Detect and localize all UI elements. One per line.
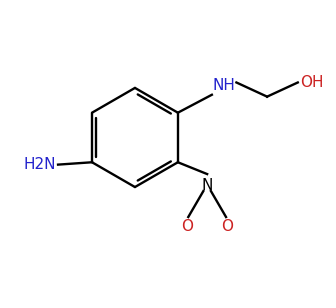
Text: O: O	[181, 219, 193, 234]
Text: H2N: H2N	[24, 157, 56, 172]
Text: N: N	[202, 178, 213, 193]
Text: OH: OH	[300, 75, 324, 90]
Text: NH: NH	[213, 78, 236, 93]
Text: O: O	[221, 219, 233, 234]
